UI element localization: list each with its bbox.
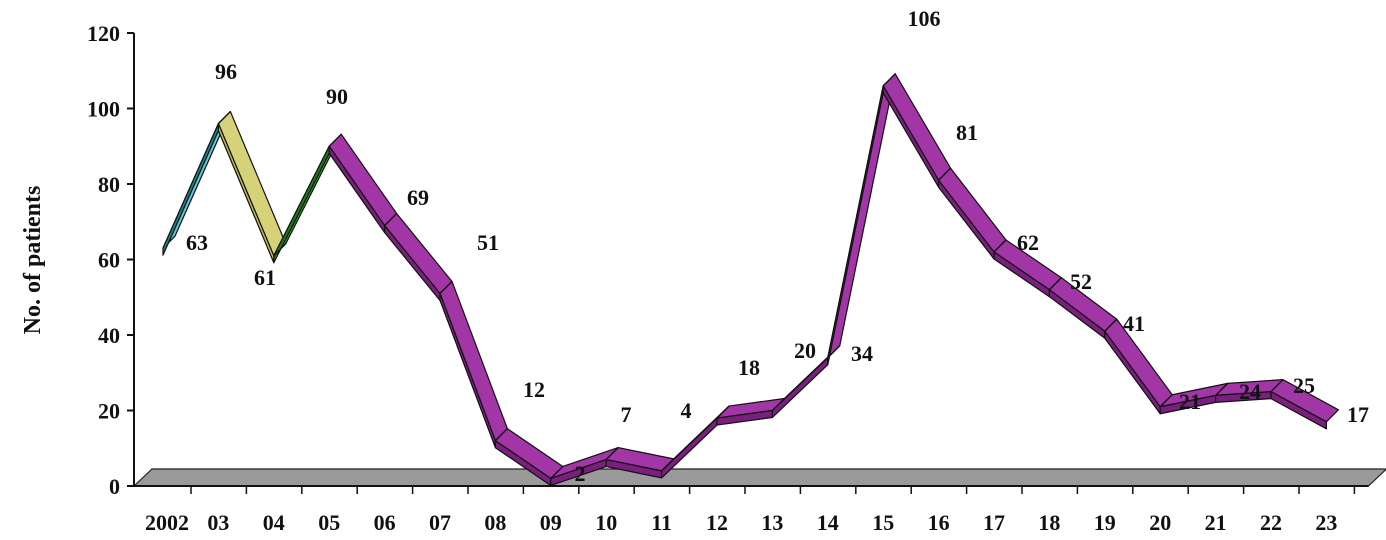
series-joint [1048, 277, 1062, 291]
x-tick-label: 2002 [145, 510, 189, 535]
data-label: 21 [1179, 389, 1201, 414]
data-label: 2 [575, 461, 586, 486]
x-tick-label: 23 [1315, 510, 1337, 535]
series-joint [1215, 382, 1229, 396]
series-joint [882, 73, 896, 87]
floor-plane [132, 468, 1386, 487]
series-segment-top [328, 133, 398, 227]
x-tick-label: 18 [1038, 510, 1060, 535]
series-joint [771, 398, 785, 411]
series-joint [661, 458, 675, 472]
data-label: 34 [851, 341, 873, 366]
series-joint [273, 243, 287, 257]
data-label: 62 [1017, 230, 1039, 255]
series-segment-edge [771, 357, 829, 419]
series-ribbon [162, 73, 1340, 487]
series-joint [1159, 394, 1173, 408]
data-label: 24 [1239, 379, 1261, 404]
series-segment-top [882, 73, 952, 181]
x-tick-label: 12 [706, 510, 728, 535]
x-tick-label: 11 [651, 510, 672, 535]
series-joint [716, 405, 730, 419]
data-label: 63 [186, 230, 208, 255]
chart-floor [132, 468, 1386, 487]
series-joint [1104, 318, 1118, 332]
x-tick-label: 10 [595, 510, 617, 535]
series-segment-edge [273, 145, 330, 264]
data-label: 51 [477, 230, 499, 255]
x-tick-label: 16 [928, 510, 950, 535]
series-joint [217, 111, 231, 125]
series-segment-top [937, 167, 1007, 253]
y-tick-label: 80 [98, 172, 120, 197]
x-tick-label: 08 [484, 510, 506, 535]
series-segment-top [217, 110, 287, 257]
x-tick-label: 09 [540, 510, 562, 535]
series-joint [439, 281, 453, 294]
data-label: 12 [523, 377, 545, 402]
series-segment-edge [1270, 391, 1328, 430]
data-label: 17 [1347, 402, 1369, 427]
axes: 0 20 40 60 80 100 120 2002 03 04 05 06 07 08 09 10 11 12 1… [87, 21, 1369, 535]
series-joint [384, 213, 398, 226]
series-segment-edge [217, 122, 275, 264]
x-tick-label: 06 [374, 510, 396, 535]
y-tick-label: 0 [109, 474, 120, 499]
data-label: 25 [1293, 373, 1315, 398]
series-segment-top [384, 212, 453, 295]
x-tick-label: 17 [983, 510, 1005, 535]
y-tick-label: 100 [87, 97, 120, 122]
series-segment-top [439, 280, 508, 442]
series-joint [827, 345, 841, 359]
x-tick-label: 22 [1260, 510, 1282, 535]
series-joint [494, 428, 508, 442]
data-label: 61 [254, 265, 276, 290]
x-tick-label: 20 [1149, 510, 1171, 535]
series-joint [993, 239, 1007, 253]
data-label: 41 [1123, 311, 1145, 336]
data-label: 106 [908, 6, 941, 31]
data-label: 52 [1070, 269, 1092, 294]
y-tick-label: 60 [98, 248, 120, 273]
x-tick-label: 04 [263, 510, 285, 535]
data-labels: 63 96 61 90 69 51 12 2 7 4 18 20 34 106 81 62 52 41 21 24 25… [186, 6, 1369, 486]
data-label: 81 [956, 120, 978, 145]
x-tick-label: 21 [1205, 510, 1227, 535]
y-tick-label: 120 [87, 21, 120, 46]
series-segment-edge [439, 292, 496, 449]
y-tick-label: 20 [98, 399, 120, 424]
series-joint [938, 167, 952, 181]
data-label: 4 [681, 398, 692, 423]
x-tick-label: 13 [761, 510, 783, 535]
series-joint [605, 447, 619, 460]
x-tick-label: 19 [1094, 510, 1116, 535]
x-tick-label: 07 [429, 510, 451, 535]
y-axis-label: No. of patients [20, 186, 46, 335]
x-tick-label: 05 [318, 510, 340, 535]
data-label: 90 [326, 84, 348, 109]
data-label: 7 [621, 402, 632, 427]
series-joint [550, 466, 564, 479]
series-joint [1270, 379, 1284, 393]
data-label: 20 [794, 338, 816, 363]
series-segment-edge [827, 85, 884, 366]
data-label: 69 [407, 185, 429, 210]
series-joint [328, 133, 342, 147]
data-label: 18 [738, 355, 760, 380]
x-tick-label: 15 [872, 510, 894, 535]
x-tick-label: 03 [207, 510, 229, 535]
y-tick-label: 40 [98, 323, 120, 348]
x-tick-label: 14 [817, 510, 839, 535]
data-label: 96 [215, 59, 237, 84]
